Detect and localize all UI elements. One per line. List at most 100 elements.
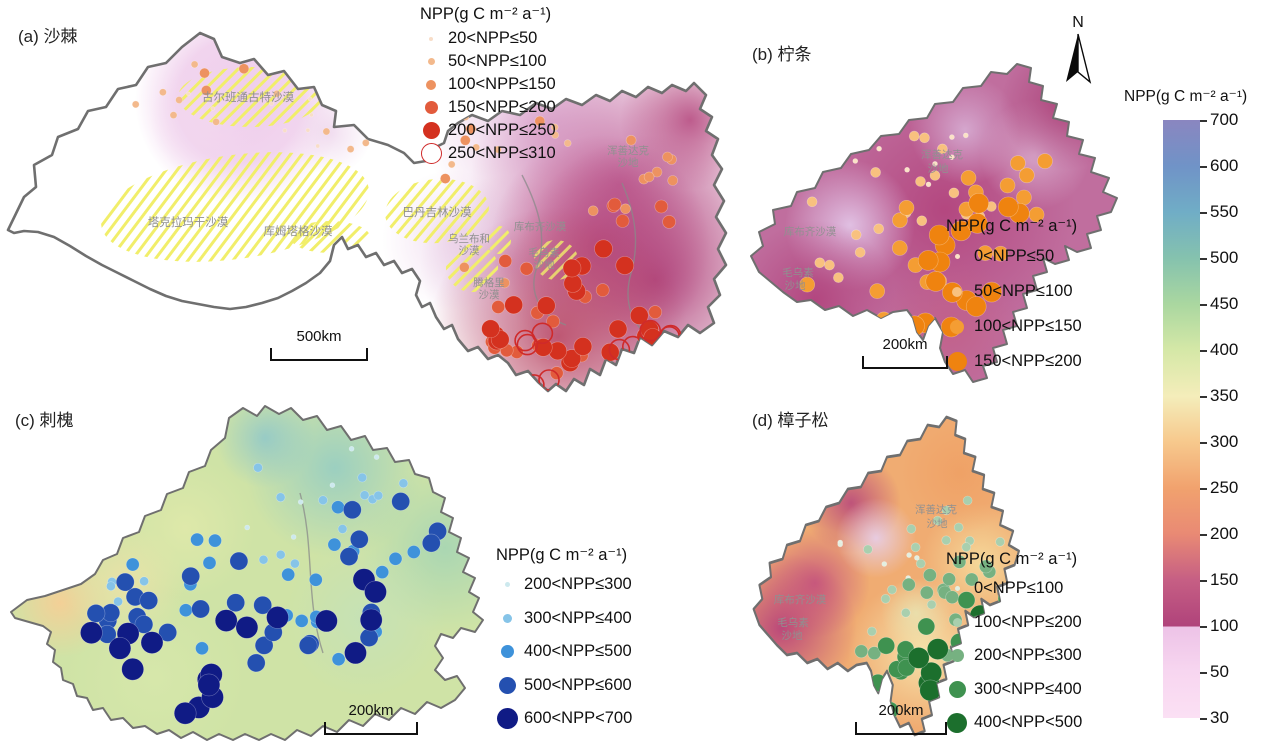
npp-site-dot bbox=[619, 364, 642, 386]
npp-site-dot bbox=[297, 499, 304, 505]
npp-site-dot bbox=[534, 115, 546, 127]
panel-b-title: (b) 柠条 bbox=[752, 45, 812, 64]
npp-site-dot bbox=[957, 591, 976, 609]
legend-item-label: 20<NPP≤50 bbox=[448, 29, 538, 47]
scalebar-label: 200km bbox=[878, 702, 924, 719]
panel-c-title: (c) 刺槐 bbox=[15, 411, 74, 430]
npp-site-dot bbox=[932, 161, 938, 167]
desert-label: 浑善达克 bbox=[921, 148, 963, 161]
province-line bbox=[299, 492, 324, 654]
legend-title: NPP(g C m⁻² a⁻¹) bbox=[496, 546, 628, 564]
npp-site-dot bbox=[870, 167, 881, 178]
npp-site-dot bbox=[481, 319, 500, 339]
desert-label: 腾格里 bbox=[473, 276, 505, 289]
map-panel-b: 库布齐沙漠 毛乌素 沙地 浑善达克 沙地 bbox=[750, 63, 1118, 383]
legend-c: NPP(g C m⁻² a⁻¹) 200<NPP≤300 300<NPP≤400… bbox=[496, 545, 632, 736]
npp-site-dot bbox=[873, 223, 884, 235]
npp-site-dot bbox=[519, 261, 534, 276]
desert-label: 沙地 bbox=[618, 156, 639, 169]
npp-site-dot bbox=[824, 259, 835, 271]
scalebar-label: 200km bbox=[348, 702, 394, 719]
desert-label: 乌兰布和 bbox=[448, 232, 490, 245]
npp-site-dot bbox=[654, 199, 669, 214]
colorbar-tick: 400 bbox=[1199, 340, 1239, 359]
legend-item: 0<NPP≤50 bbox=[946, 239, 1082, 274]
scalebar-label: 200km bbox=[882, 336, 928, 353]
npp-site-dot bbox=[979, 559, 993, 574]
legend-marker bbox=[496, 613, 518, 623]
legend-item: 250<NPP≤310 bbox=[420, 142, 556, 165]
desert-label: 毛乌素 bbox=[777, 616, 809, 629]
npp-site-dot bbox=[794, 307, 805, 319]
legend-item-label: 0<NPP≤100 bbox=[974, 579, 1064, 598]
colorbar-tick: 350 bbox=[1199, 386, 1239, 405]
legend-item-label: 400<NPP≤500 bbox=[524, 642, 632, 661]
npp-site-dot bbox=[195, 641, 209, 656]
legend-item-label: 300<NPP≤400 bbox=[974, 679, 1082, 698]
npp-site-dot bbox=[315, 609, 338, 633]
npp-site-dot bbox=[516, 333, 539, 356]
desert-label: 沙地 bbox=[927, 517, 948, 530]
npp-site-dot bbox=[968, 193, 989, 214]
legend-marker bbox=[946, 586, 968, 592]
npp-site-dot bbox=[348, 445, 355, 452]
npp-site-dot bbox=[997, 196, 1019, 218]
npp-site-dot bbox=[266, 606, 289, 629]
npp-site-dot bbox=[238, 63, 250, 75]
npp-site-dot bbox=[892, 240, 908, 256]
npp-site-dot bbox=[854, 644, 869, 659]
colorbar-tick: 50 bbox=[1200, 662, 1229, 681]
npp-site-dot bbox=[327, 537, 342, 552]
desert-hatch bbox=[487, 226, 511, 254]
npp-site-dot bbox=[949, 134, 955, 140]
npp-site-dot bbox=[486, 364, 501, 379]
legend-marker bbox=[946, 352, 968, 371]
desert-hatch-group bbox=[101, 67, 578, 292]
npp-site-dot bbox=[106, 581, 116, 591]
desert-label: 毛乌素 bbox=[782, 266, 814, 279]
npp-site-dot bbox=[80, 621, 103, 644]
npp-site-dot bbox=[941, 535, 951, 546]
npp-site-dot bbox=[281, 567, 296, 582]
npp-site-dot bbox=[594, 239, 613, 259]
legend-item: 150<NPP≤200 bbox=[946, 344, 1082, 379]
legend-title: NPP(g C m⁻² a⁻¹) bbox=[946, 550, 1078, 568]
npp-site-dot bbox=[814, 257, 826, 269]
legend-item-label: 600<NPP<700 bbox=[524, 709, 633, 728]
colorbar-tick: 300 bbox=[1199, 432, 1239, 451]
legend-item: 100<NPP≤150 bbox=[946, 309, 1082, 344]
npp-site-dot bbox=[346, 145, 355, 153]
npp-site-dot bbox=[121, 657, 144, 681]
legend-title: NPP(g C m⁻² a⁻¹) bbox=[946, 217, 1078, 235]
npp-site-dot bbox=[914, 555, 920, 561]
npp-site-dot bbox=[1037, 153, 1053, 169]
colorbar-tick: 30 bbox=[1200, 708, 1229, 727]
npp-site-dot bbox=[662, 151, 673, 163]
npp-site-dot bbox=[906, 524, 917, 534]
npp-site-dot bbox=[916, 215, 928, 227]
npp-site-dot bbox=[595, 283, 610, 297]
npp-site-dot bbox=[908, 130, 920, 142]
npp-site-dot bbox=[964, 572, 979, 587]
npp-site-dot bbox=[365, 122, 374, 130]
colorbar-tick: 100 bbox=[1199, 616, 1239, 635]
npp-site-dot bbox=[563, 139, 572, 147]
legend-item-label: 100<NPP≤150 bbox=[448, 75, 556, 93]
desert-hatch bbox=[385, 178, 489, 244]
desert-label: 沙漠 bbox=[479, 289, 500, 301]
npp-site-dot bbox=[361, 139, 370, 147]
npp-site-dot bbox=[179, 603, 193, 617]
npp-site-dot bbox=[229, 551, 249, 571]
npp-site-dot bbox=[125, 557, 140, 572]
npp-site-dot bbox=[108, 637, 132, 660]
npp-site-dot bbox=[290, 534, 297, 540]
npp-site-dot bbox=[459, 135, 471, 146]
npp-site-dot bbox=[837, 541, 843, 548]
desert-label: 浑善达克 bbox=[607, 144, 649, 157]
npp-site-dot bbox=[952, 555, 967, 569]
npp-site-dot bbox=[927, 638, 949, 660]
npp-site-dot bbox=[962, 495, 973, 506]
npp-site-dot bbox=[876, 145, 882, 152]
npp-site-dot bbox=[246, 653, 266, 673]
npp-site-dot bbox=[253, 595, 273, 615]
